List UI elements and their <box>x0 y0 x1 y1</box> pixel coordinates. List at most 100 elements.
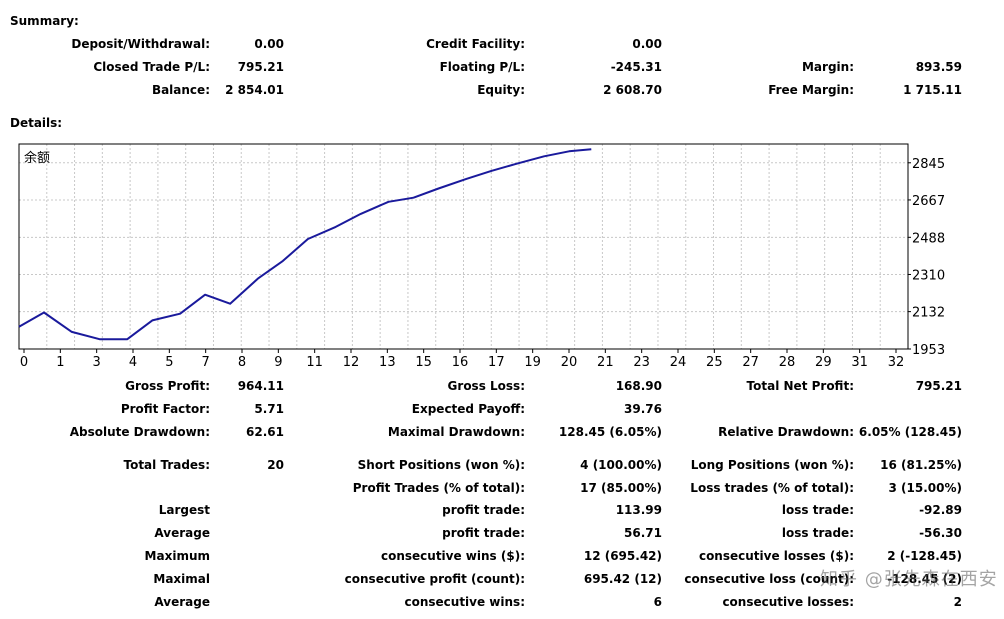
details-label-r8-c1: consecutive profit (count): <box>344 572 525 586</box>
balance-line-series-0 <box>18 148 592 341</box>
details-value-r1-c0: 5.71 <box>254 402 284 416</box>
details-value-r2-c0: 62.61 <box>246 425 284 439</box>
details-value-r4-c2: 3 (15.00%) <box>888 481 962 495</box>
details-label-r4-c1: Profit Trades (% of total): <box>352 481 525 495</box>
x-tick-label-24: 32 <box>888 355 905 370</box>
details-value-r5-c2: -92.89 <box>919 503 962 517</box>
details-label-r7-c1: consecutive wins ($): <box>380 549 525 563</box>
details-label-r6-c0: Average <box>154 526 210 540</box>
summary-value-r2-c1: 2 608.70 <box>603 83 662 97</box>
summary-label-r1-c2: Margin: <box>801 60 854 74</box>
x-tick-label-3: 4 <box>129 355 137 370</box>
x-tick-label-0: 0 <box>20 355 28 370</box>
balance-chart: 0 1 3 4 5 7 8 9 11 12 13 15 16 17 19 20 21 23 24 25 27 28 29 31… <box>18 143 945 370</box>
details-label-r1-c1: Expected Payoff: <box>411 402 525 416</box>
details-label-r0-c1: Gross Loss: <box>447 379 525 393</box>
details-value-r0-c2: 795.21 <box>915 379 962 393</box>
x-tick-label-1: 1 <box>56 355 64 370</box>
y-tick-label-5: 2845 <box>912 157 945 172</box>
details-value-r3-c1: 4 (100.00%) <box>580 458 662 472</box>
x-tick-label-11: 15 <box>415 355 432 370</box>
x-tick-label-4: 5 <box>165 355 173 370</box>
details-value-r0-c1: 168.90 <box>615 379 662 393</box>
watermark: 知乎 @张先森在西安 <box>820 569 998 590</box>
summary-value-r0-c0: 0.00 <box>254 37 284 51</box>
details-value-r9-c1: 6 <box>653 595 662 609</box>
details-value-r2-c1: 128.45 (6.05%) <box>558 425 662 439</box>
details-value-r2-c2: 6.05% (128.45) <box>858 425 962 439</box>
summary-value-r1-c0: 795.21 <box>237 60 284 74</box>
summary-value-r2-c0: 2 854.01 <box>225 83 284 97</box>
x-tick-label-8: 11 <box>306 355 323 370</box>
summary-label-r2-c1: Equity: <box>477 83 525 97</box>
x-tick-label-21: 28 <box>779 355 796 370</box>
y-tick-label-3: 2488 <box>912 231 945 246</box>
details-value-r3-c2: 16 (81.25%) <box>880 458 962 472</box>
x-tick-label-22: 29 <box>815 355 832 370</box>
summary-value-r2-c2: 1 715.11 <box>903 83 962 97</box>
details-value-r0-c0: 964.11 <box>237 379 284 393</box>
details-value-r8-c2: -128.45 (2) <box>887 572 962 586</box>
x-tick-label-6: 8 <box>238 355 246 370</box>
x-tick-label-15: 20 <box>561 355 578 370</box>
summary-label-r1-c0: Closed Trade P/L: <box>93 60 210 74</box>
x-tick-label-17: 23 <box>633 355 650 370</box>
x-tick-label-14: 19 <box>524 355 541 370</box>
details-value-r6-c1: 56.71 <box>624 526 662 540</box>
details-value-r8-c1: 695.42 (12) <box>583 572 662 586</box>
details-label-r5-c1: profit trade: <box>442 503 525 517</box>
details-value-r3-c0: 20 <box>267 458 284 472</box>
y-tick-label-0: 1953 <box>912 343 945 358</box>
x-tick-label-5: 7 <box>202 355 210 370</box>
details-value-r4-c1: 17 (85.00%) <box>580 481 662 495</box>
x-tick-label-18: 24 <box>670 355 687 370</box>
y-tick-label-1: 2132 <box>912 306 945 321</box>
details-label-r6-c2: loss trade: <box>781 526 854 540</box>
details-label-r9-c1: consecutive wins: <box>404 595 525 609</box>
summary-label-r1-c1: Floating P/L: <box>439 60 525 74</box>
x-tick-label-23: 31 <box>851 355 868 370</box>
details-label-r8-c2: consecutive loss (count): <box>684 572 854 586</box>
y-tick-label-2: 2310 <box>912 268 945 283</box>
details-label-r5-c2: loss trade: <box>781 503 854 517</box>
summary-heading: Summary: <box>10 14 79 28</box>
x-tick-label-9: 12 <box>343 355 360 370</box>
details-label-r2-c1: Maximal Drawdown: <box>387 425 525 439</box>
details-value-r7-c2: 2 (-128.45) <box>887 549 962 563</box>
details-value-r6-c2: -56.30 <box>919 526 962 540</box>
details-label-r9-c0: Average <box>154 595 210 609</box>
details-label-r3-c1: Short Positions (won %): <box>357 458 525 472</box>
details-value-r7-c1: 12 (695.42) <box>583 549 662 563</box>
summary-label-r2-c0: Balance: <box>151 83 210 97</box>
x-tick-label-2: 3 <box>93 355 101 370</box>
summary-value-r1-c2: 893.59 <box>915 60 962 74</box>
details-value-r1-c1: 39.76 <box>624 402 662 416</box>
details-label-r8-c0: Maximal <box>153 572 210 586</box>
y-tick-label-4: 2667 <box>912 194 945 209</box>
details-label-r0-c2: Total Net Profit: <box>746 379 854 393</box>
summary-label-r0-c1: Credit Facility: <box>426 37 525 51</box>
details-label-r5-c0: Largest <box>158 503 210 517</box>
details-label-r7-c2: consecutive losses ($): <box>698 549 854 563</box>
details-value-r5-c1: 113.99 <box>615 503 662 517</box>
details-label-r2-c2: Relative Drawdown: <box>718 425 854 439</box>
summary-label-r2-c2: Free Margin: <box>768 83 854 97</box>
chart-title: 余额 <box>24 150 50 166</box>
x-tick-label-7: 9 <box>274 355 282 370</box>
x-tick-label-20: 27 <box>742 355 759 370</box>
details-label-r9-c2: consecutive losses: <box>722 595 854 609</box>
summary-value-r0-c1: 0.00 <box>632 37 662 51</box>
summary-label-r0-c0: Deposit/Withdrawal: <box>71 37 210 51</box>
details-label-r7-c0: Maximum <box>144 549 210 563</box>
x-tick-label-10: 13 <box>379 355 396 370</box>
details-label-r0-c0: Gross Profit: <box>125 379 210 393</box>
details-label-r2-c0: Absolute Drawdown: <box>69 425 210 439</box>
details-label-r6-c1: profit trade: <box>442 526 525 540</box>
x-tick-label-13: 17 <box>488 355 505 370</box>
x-tick-label-12: 16 <box>452 355 469 370</box>
details-label-r3-c0: Total Trades: <box>123 458 210 472</box>
details-label-r4-c2: Loss trades (% of total): <box>690 481 854 495</box>
details-value-r9-c2: 2 <box>953 595 962 609</box>
x-tick-label-19: 25 <box>706 355 723 370</box>
plot-frame <box>18 143 909 350</box>
